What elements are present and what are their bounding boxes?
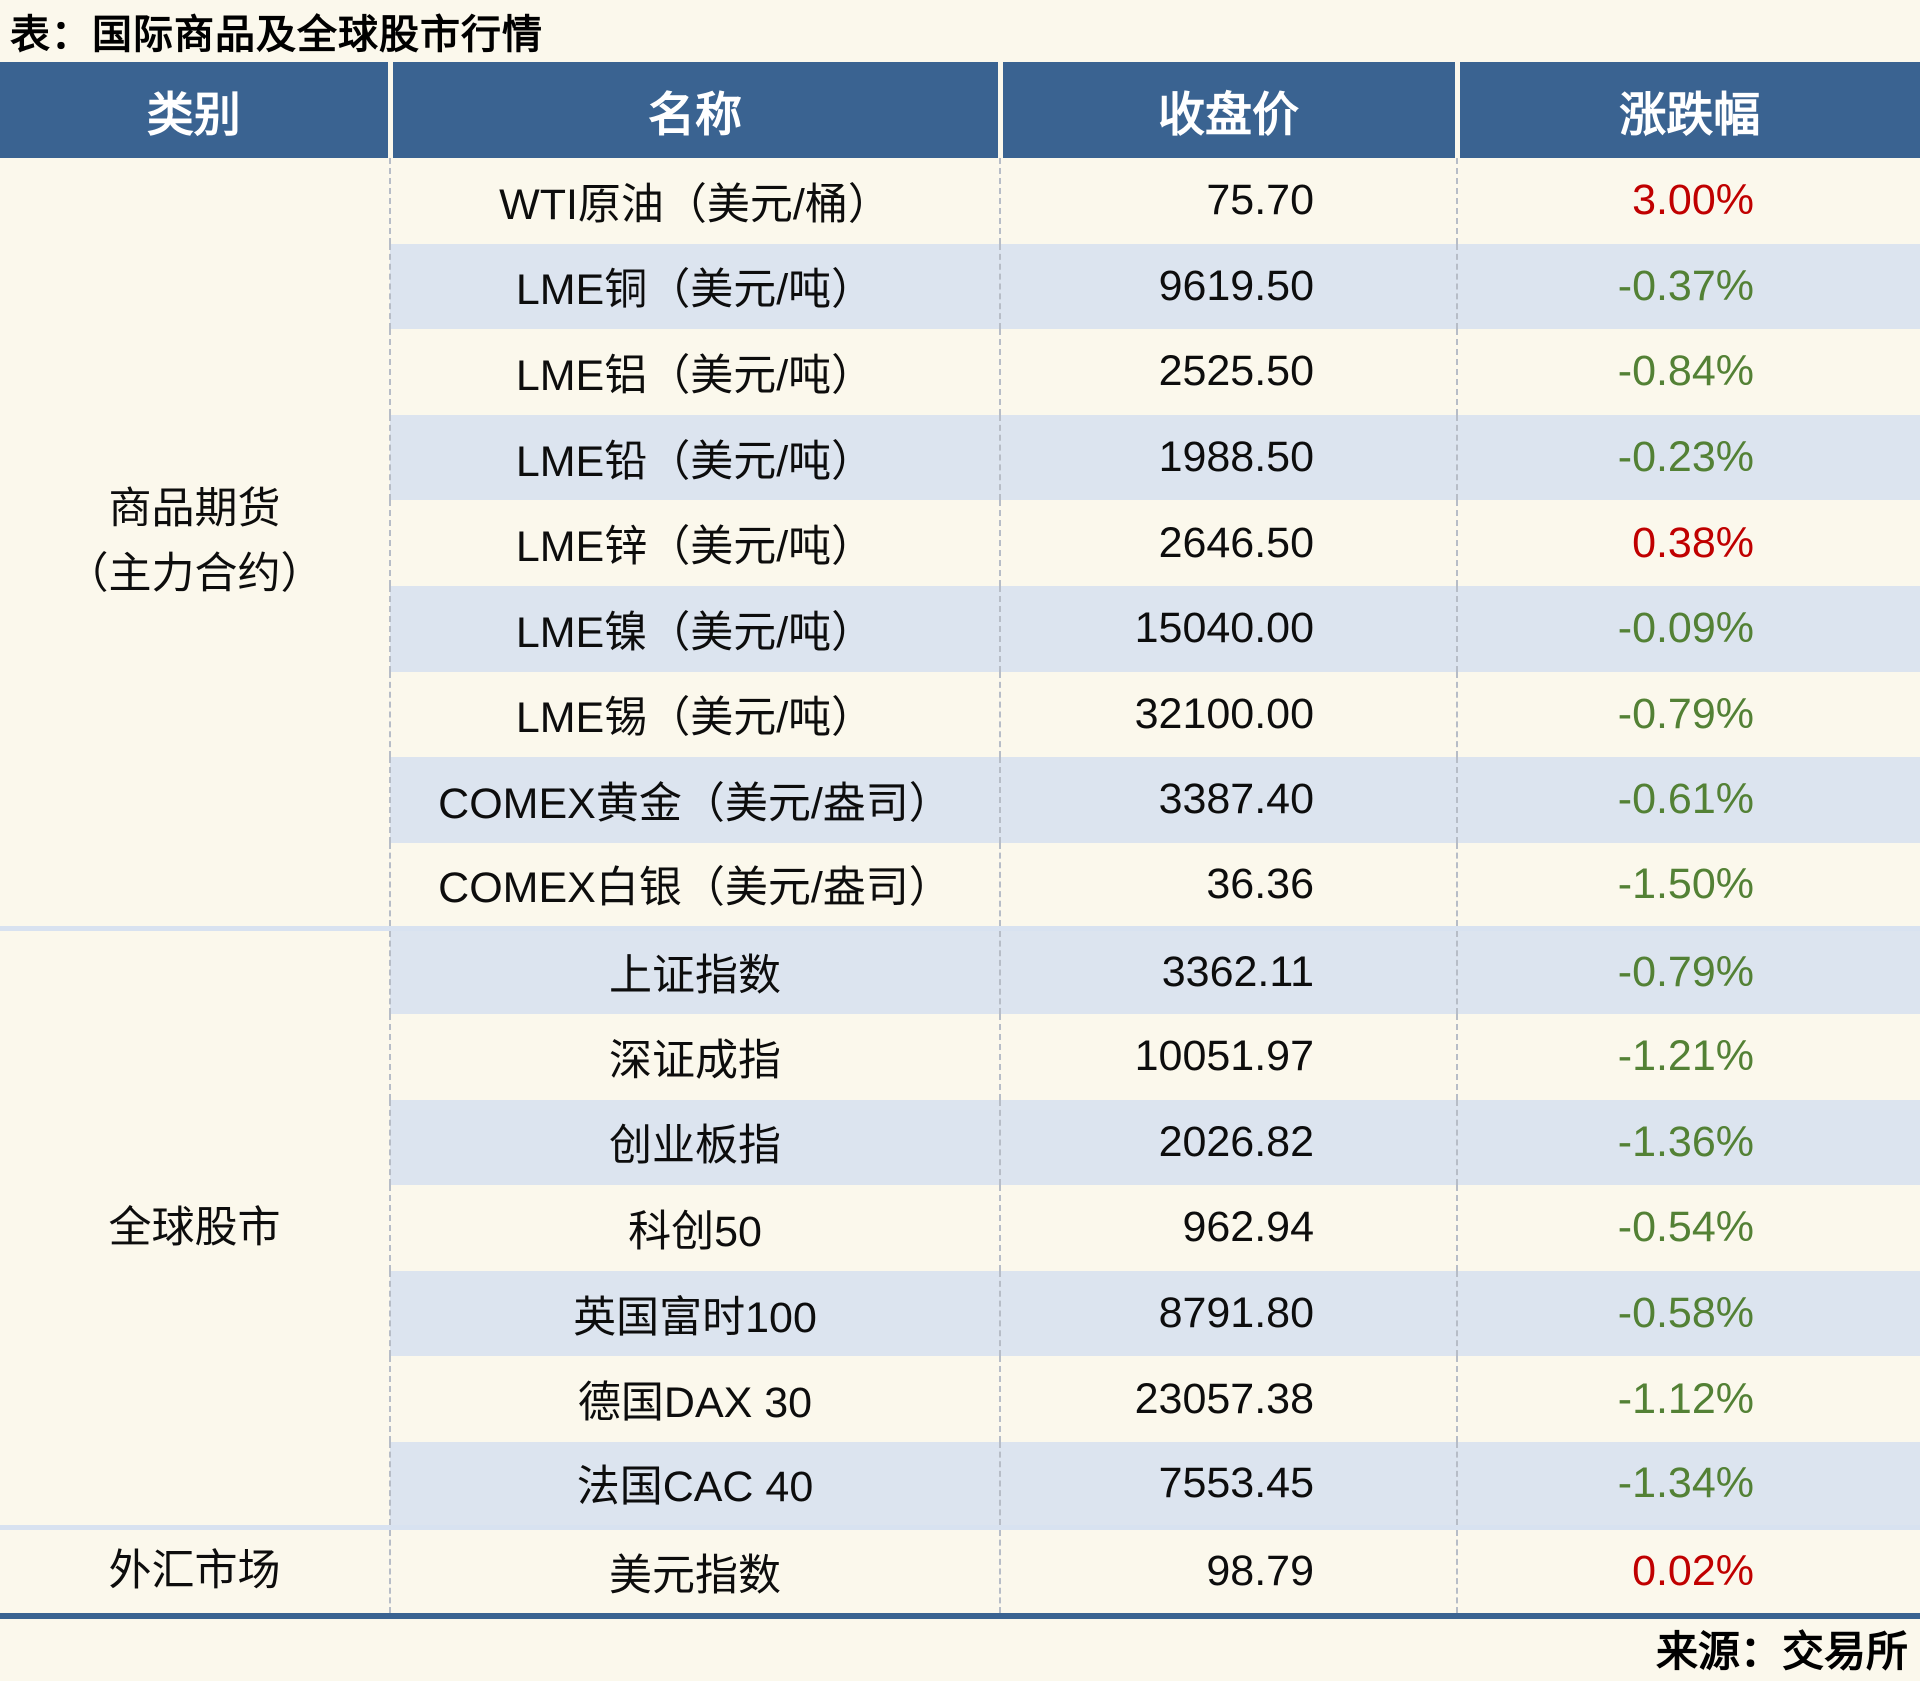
table-row: 德国DAX 30 23057.38 -1.12% xyxy=(0,1356,1920,1442)
table-row: 英国富时100 8791.80 -0.58% xyxy=(0,1270,1920,1357)
change-percent-cell: -1.12% xyxy=(1456,1356,1920,1442)
instrument-name-cell: 英国富时100 xyxy=(389,1270,1000,1357)
source-note: 来源：交易所 xyxy=(1655,1627,1908,1675)
close-price-cell: 23057.38 xyxy=(999,1356,1457,1442)
close-price-cell: 1988.50 xyxy=(999,414,1457,501)
table-row: LME锡（美元/吨） 32100.00 -0.79% xyxy=(0,671,1920,758)
change-percent-cell: -0.58% xyxy=(1456,1270,1920,1357)
instrument-name-cell: 上证指数 xyxy=(389,925,1000,1014)
close-price-cell: 3362.11 xyxy=(999,925,1457,1014)
category-cell: 外汇市场 xyxy=(0,1525,390,1614)
change-percent-cell: 0.38% xyxy=(1456,500,1920,586)
close-price-cell: 8791.80 xyxy=(999,1270,1457,1357)
category-label-line: （主力合约） xyxy=(65,549,324,598)
close-price-cell: 10051.97 xyxy=(999,1013,1457,1100)
table-row: 法国CAC 40 7553.45 -1.34% xyxy=(0,1441,1920,1528)
change-percent-cell: -0.84% xyxy=(1456,329,1920,415)
header-row: 类别 名称 收盘价 涨跌幅 xyxy=(0,62,1920,158)
instrument-name-cell: 深证成指 xyxy=(389,1013,1000,1100)
table-row: LME铅（美元/吨） 1988.50 -0.23% xyxy=(0,414,1920,501)
instrument-name-cell: LME锡（美元/吨） xyxy=(389,671,1000,758)
instrument-name-cell: LME镍（美元/吨） xyxy=(389,585,1000,672)
close-price-cell: 3387.40 xyxy=(999,757,1457,843)
page-title: 表：国际商品及全球股市行情 xyxy=(10,13,543,57)
instrument-name-cell: LME铅（美元/吨） xyxy=(389,414,1000,501)
market-table: 类别 名称 收盘价 涨跌幅 商品期货 （主力合约） WTI原油（美元/桶） 75.70… xyxy=(0,62,1920,1614)
instrument-name-cell: 美元指数 xyxy=(389,1525,1000,1614)
category-cell: 全球股市 xyxy=(0,925,390,1528)
change-percent-cell: -1.21% xyxy=(1456,1013,1920,1100)
table-row: 全球股市 上证指数 3362.11 -0.79% xyxy=(0,925,1920,1528)
category-label-line: 外汇市场 xyxy=(108,1547,281,1596)
category-label-line: 全球股市 xyxy=(108,1203,281,1252)
table-row: LME铜（美元/吨） 9619.50 -0.37% xyxy=(0,243,1920,330)
header-change: 涨跌幅 xyxy=(1454,62,1920,158)
close-price-cell: 32100.00 xyxy=(999,671,1457,758)
change-percent-cell: -1.34% xyxy=(1456,1441,1920,1528)
table-row: COMEX黄金（美元/盎司） 3387.40 -0.61% xyxy=(0,757,1920,843)
table-row: LME铝（美元/吨） 2525.50 -0.84% xyxy=(0,329,1920,415)
header-category: 类别 xyxy=(0,62,390,158)
table-row: LME镍（美元/吨） 15040.00 -0.09% xyxy=(0,585,1920,672)
table-row: 商品期货 （主力合约） WTI原油（美元/桶） 75.70 3.00% xyxy=(0,158,1920,929)
close-price-cell: 98.79 xyxy=(999,1525,1457,1614)
instrument-name-cell: WTI原油（美元/桶） xyxy=(389,158,1000,244)
table-row: 科创50 962.94 -0.54% xyxy=(0,1185,1920,1271)
instrument-name-cell: LME铜（美元/吨） xyxy=(389,243,1000,330)
table-row: 外汇市场 美元指数 98.79 0.02% xyxy=(0,1525,1920,1614)
change-percent-cell: -0.37% xyxy=(1456,243,1920,330)
instrument-name-cell: COMEX白银（美元/盎司） xyxy=(389,842,1000,929)
instrument-name-cell: 德国DAX 30 xyxy=(389,1356,1000,1442)
table-row: 深证成指 10051.97 -1.21% xyxy=(0,1013,1920,1100)
change-percent-cell: -0.09% xyxy=(1456,585,1920,672)
change-percent-cell: -0.54% xyxy=(1456,1185,1920,1271)
table-row: LME锌（美元/吨） 2646.50 0.38% xyxy=(0,500,1920,586)
close-price-cell: 2026.82 xyxy=(999,1099,1457,1186)
close-price-cell: 75.70 xyxy=(999,158,1457,244)
change-percent-cell: -0.61% xyxy=(1456,757,1920,843)
change-percent-cell: -1.36% xyxy=(1456,1099,1920,1186)
category-cell: 商品期货 （主力合约） xyxy=(0,158,390,929)
table-row: COMEX白银（美元/盎司） 36.36 -1.50% xyxy=(0,842,1920,929)
change-percent-cell: -0.79% xyxy=(1456,671,1920,758)
header-close: 收盘价 xyxy=(997,62,1457,158)
close-price-cell: 2525.50 xyxy=(999,329,1457,415)
table-header: 类别 名称 收盘价 涨跌幅 xyxy=(0,62,1920,158)
close-price-cell: 15040.00 xyxy=(999,585,1457,672)
change-percent-cell: -0.79% xyxy=(1456,925,1920,1014)
table-bottom-rule xyxy=(0,1613,1920,1620)
close-price-cell: 2646.50 xyxy=(999,500,1457,586)
instrument-name-cell: 科创50 xyxy=(389,1185,1000,1271)
category-label-line: 商品期货 xyxy=(108,485,281,534)
change-percent-cell: 0.02% xyxy=(1456,1525,1920,1614)
change-percent-cell: -0.23% xyxy=(1456,414,1920,501)
table-body: 商品期货 （主力合约） WTI原油（美元/桶） 75.70 3.00% LME铜（美元/吨… xyxy=(0,158,1920,1614)
close-price-cell: 9619.50 xyxy=(999,243,1457,330)
instrument-name-cell: COMEX黄金（美元/盎司） xyxy=(389,757,1000,843)
instrument-name-cell: LME锌（美元/吨） xyxy=(389,500,1000,586)
close-price-cell: 962.94 xyxy=(999,1185,1457,1271)
header-name: 名称 xyxy=(387,62,1000,158)
change-percent-cell: 3.00% xyxy=(1456,158,1920,244)
close-price-cell: 36.36 xyxy=(999,842,1457,929)
change-percent-cell: -1.50% xyxy=(1456,842,1920,929)
instrument-name-cell: 创业板指 xyxy=(389,1099,1000,1186)
table-row: 创业板指 2026.82 -1.36% xyxy=(0,1099,1920,1186)
instrument-name-cell: LME铝（美元/吨） xyxy=(389,329,1000,415)
close-price-cell: 7553.45 xyxy=(999,1441,1457,1528)
instrument-name-cell: 法国CAC 40 xyxy=(389,1441,1000,1528)
